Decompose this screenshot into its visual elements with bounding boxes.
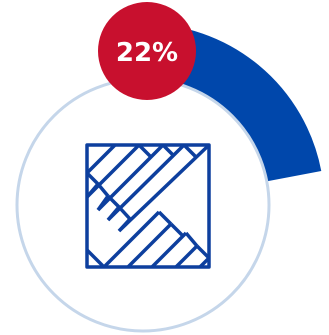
ring-outline [15, 77, 271, 333]
badge-circle [98, 2, 196, 100]
percent-badge: 22% [98, 2, 196, 100]
parquet-floor-icon [85, 143, 211, 269]
percent-label: 22% [116, 38, 178, 68]
